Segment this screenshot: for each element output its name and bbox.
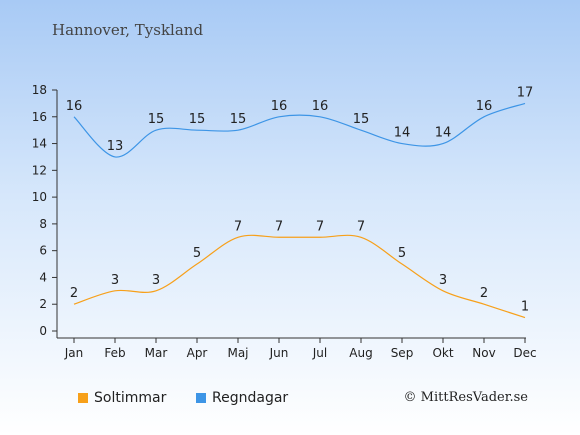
data-label-soltimmar: 3 — [152, 273, 160, 288]
x-tick-label: Jul — [312, 346, 327, 360]
y-tick-label: 2 — [39, 297, 47, 311]
legend-item-soltimmar: Soltimmar — [78, 390, 166, 406]
x-tick-label: Jan — [64, 346, 84, 360]
data-label-regndagar: 15 — [230, 112, 247, 127]
x-tick-label: Aug — [349, 346, 372, 360]
legend-label-soltimmar: Soltimmar — [94, 390, 167, 406]
y-tick-label: 18 — [32, 83, 47, 97]
series-line-soltimmar — [73, 234, 526, 319]
data-label-soltimmar: 7 — [316, 219, 324, 234]
credit-text: © MittResVader.se — [403, 390, 528, 405]
x-tick-label: Mar — [145, 346, 168, 360]
data-label-soltimmar: 3 — [439, 273, 447, 288]
x-tick-label: Maj — [227, 346, 248, 360]
data-label-regndagar: 15 — [148, 112, 165, 127]
legend-item-regndagar: Regndagar — [196, 390, 288, 406]
x-tick-label: Jun — [269, 346, 289, 360]
y-tick-label: 14 — [32, 137, 47, 151]
y-tick-label: 12 — [32, 163, 47, 177]
data-label-soltimmar: 2 — [70, 286, 78, 301]
x-tick-label: Okt — [432, 346, 453, 360]
y-tick-label: 4 — [39, 270, 47, 284]
data-label-soltimmar: 2 — [480, 286, 488, 301]
y-tick-label: 0 — [39, 324, 47, 338]
data-label-regndagar: 14 — [435, 126, 452, 141]
data-label-soltimmar: 7 — [275, 219, 283, 234]
series-line-regndagar — [73, 102, 526, 158]
data-label-regndagar: 17 — [517, 85, 534, 100]
x-tick-label: Dec — [513, 346, 536, 360]
data-label-soltimmar: 1 — [521, 300, 529, 315]
legend-swatch-regndagar — [196, 393, 206, 403]
x-tick-label: Nov — [472, 346, 495, 360]
data-label-soltimmar: 3 — [111, 273, 119, 288]
data-label-regndagar: 14 — [394, 126, 411, 141]
x-tick-label: Sep — [391, 346, 414, 360]
data-label-regndagar: 15 — [353, 112, 370, 127]
data-label-regndagar: 15 — [189, 112, 206, 127]
x-tick-label: Feb — [104, 346, 125, 360]
data-label-regndagar: 16 — [271, 99, 288, 114]
data-label-soltimmar: 5 — [398, 246, 406, 261]
data-label-soltimmar: 7 — [234, 219, 242, 234]
legend-label-regndagar: Regndagar — [212, 390, 289, 406]
data-label-soltimmar: 7 — [357, 219, 365, 234]
y-tick-label: 6 — [39, 244, 47, 258]
data-label-soltimmar: 5 — [193, 246, 201, 261]
data-label-regndagar: 16 — [312, 99, 329, 114]
y-tick-label: 8 — [39, 217, 47, 231]
y-tick-label: 16 — [32, 110, 47, 124]
data-label-regndagar: 13 — [107, 139, 124, 154]
data-label-regndagar: 16 — [476, 99, 493, 114]
x-tick-label: Apr — [187, 346, 208, 360]
y-tick-label: 10 — [32, 190, 47, 204]
chart-title: Hannover, Tyskland — [52, 21, 204, 39]
legend-swatch-soltimmar — [78, 393, 88, 403]
data-label-regndagar: 16 — [66, 99, 83, 114]
